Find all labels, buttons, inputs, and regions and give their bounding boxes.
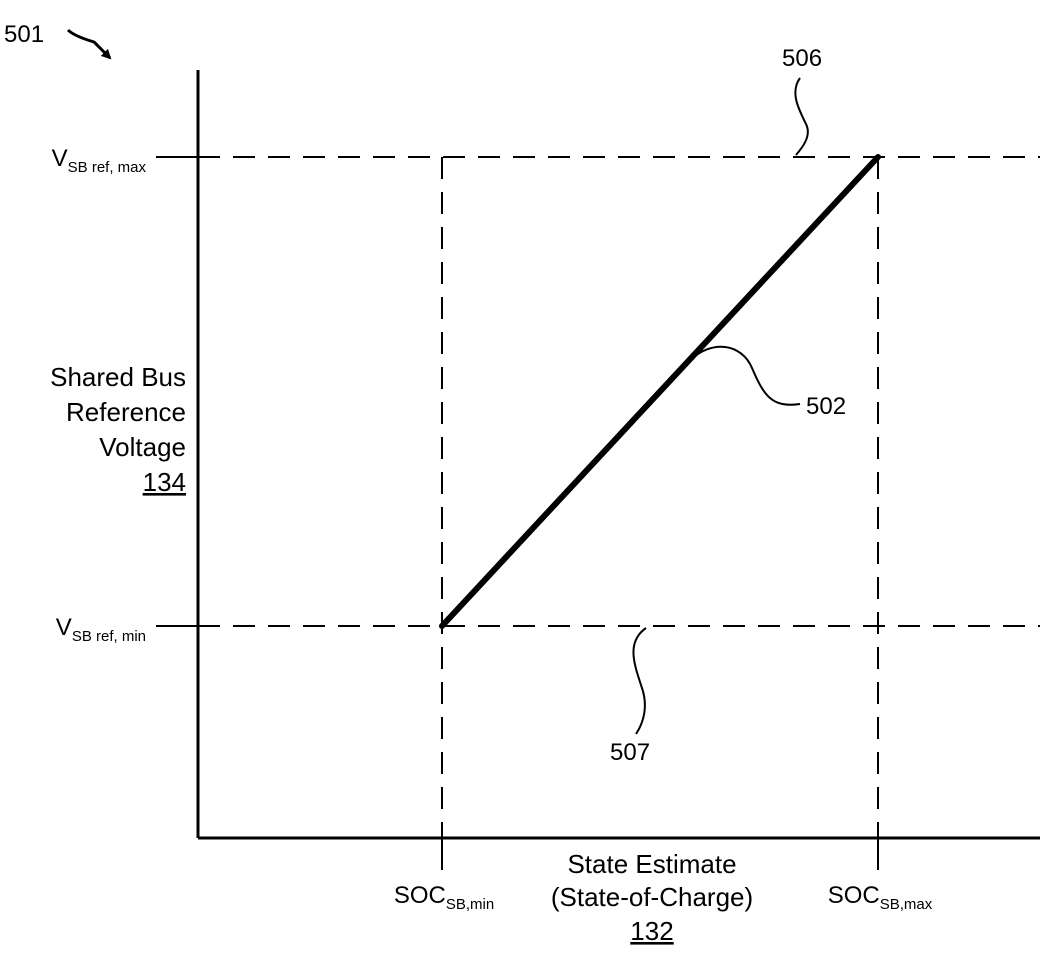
x-axis-ref-number: 132	[630, 916, 673, 946]
x-axis-label-line-2: (State-of-Charge)	[551, 882, 753, 912]
ref-507-label: 507	[610, 739, 650, 766]
characteristic-line	[439, 154, 881, 629]
y-axis-label: Shared Bus Reference Voltage 134	[50, 362, 186, 497]
y-tick-min-label: VSB ref, min	[56, 614, 146, 645]
y-axis-label-line-2: Reference	[66, 397, 186, 427]
y-axis-ref-number: 134	[143, 467, 186, 497]
x-axis-label-line-1: State Estimate	[567, 849, 736, 879]
ref-502-label: 502	[806, 393, 846, 420]
figure-ref-arrow	[66, 28, 112, 60]
x-tick-min-label: SOCSB,min	[394, 882, 494, 913]
figure-ref-label: 501	[4, 21, 44, 48]
leader-506	[794, 77, 809, 156]
y-axis-label-line-3: Voltage	[99, 432, 186, 462]
x-tick-max-label: SOCSB,max	[828, 882, 933, 913]
leader-502	[687, 345, 801, 406]
y-tick-max-label: VSB ref, max	[52, 145, 147, 176]
leader-507	[632, 627, 647, 735]
y-axis-label-line-1: Shared Bus	[50, 362, 186, 392]
ref-506-label: 506	[782, 45, 822, 72]
x-axis-label: State Estimate (State-of-Charge) 132	[551, 849, 753, 946]
